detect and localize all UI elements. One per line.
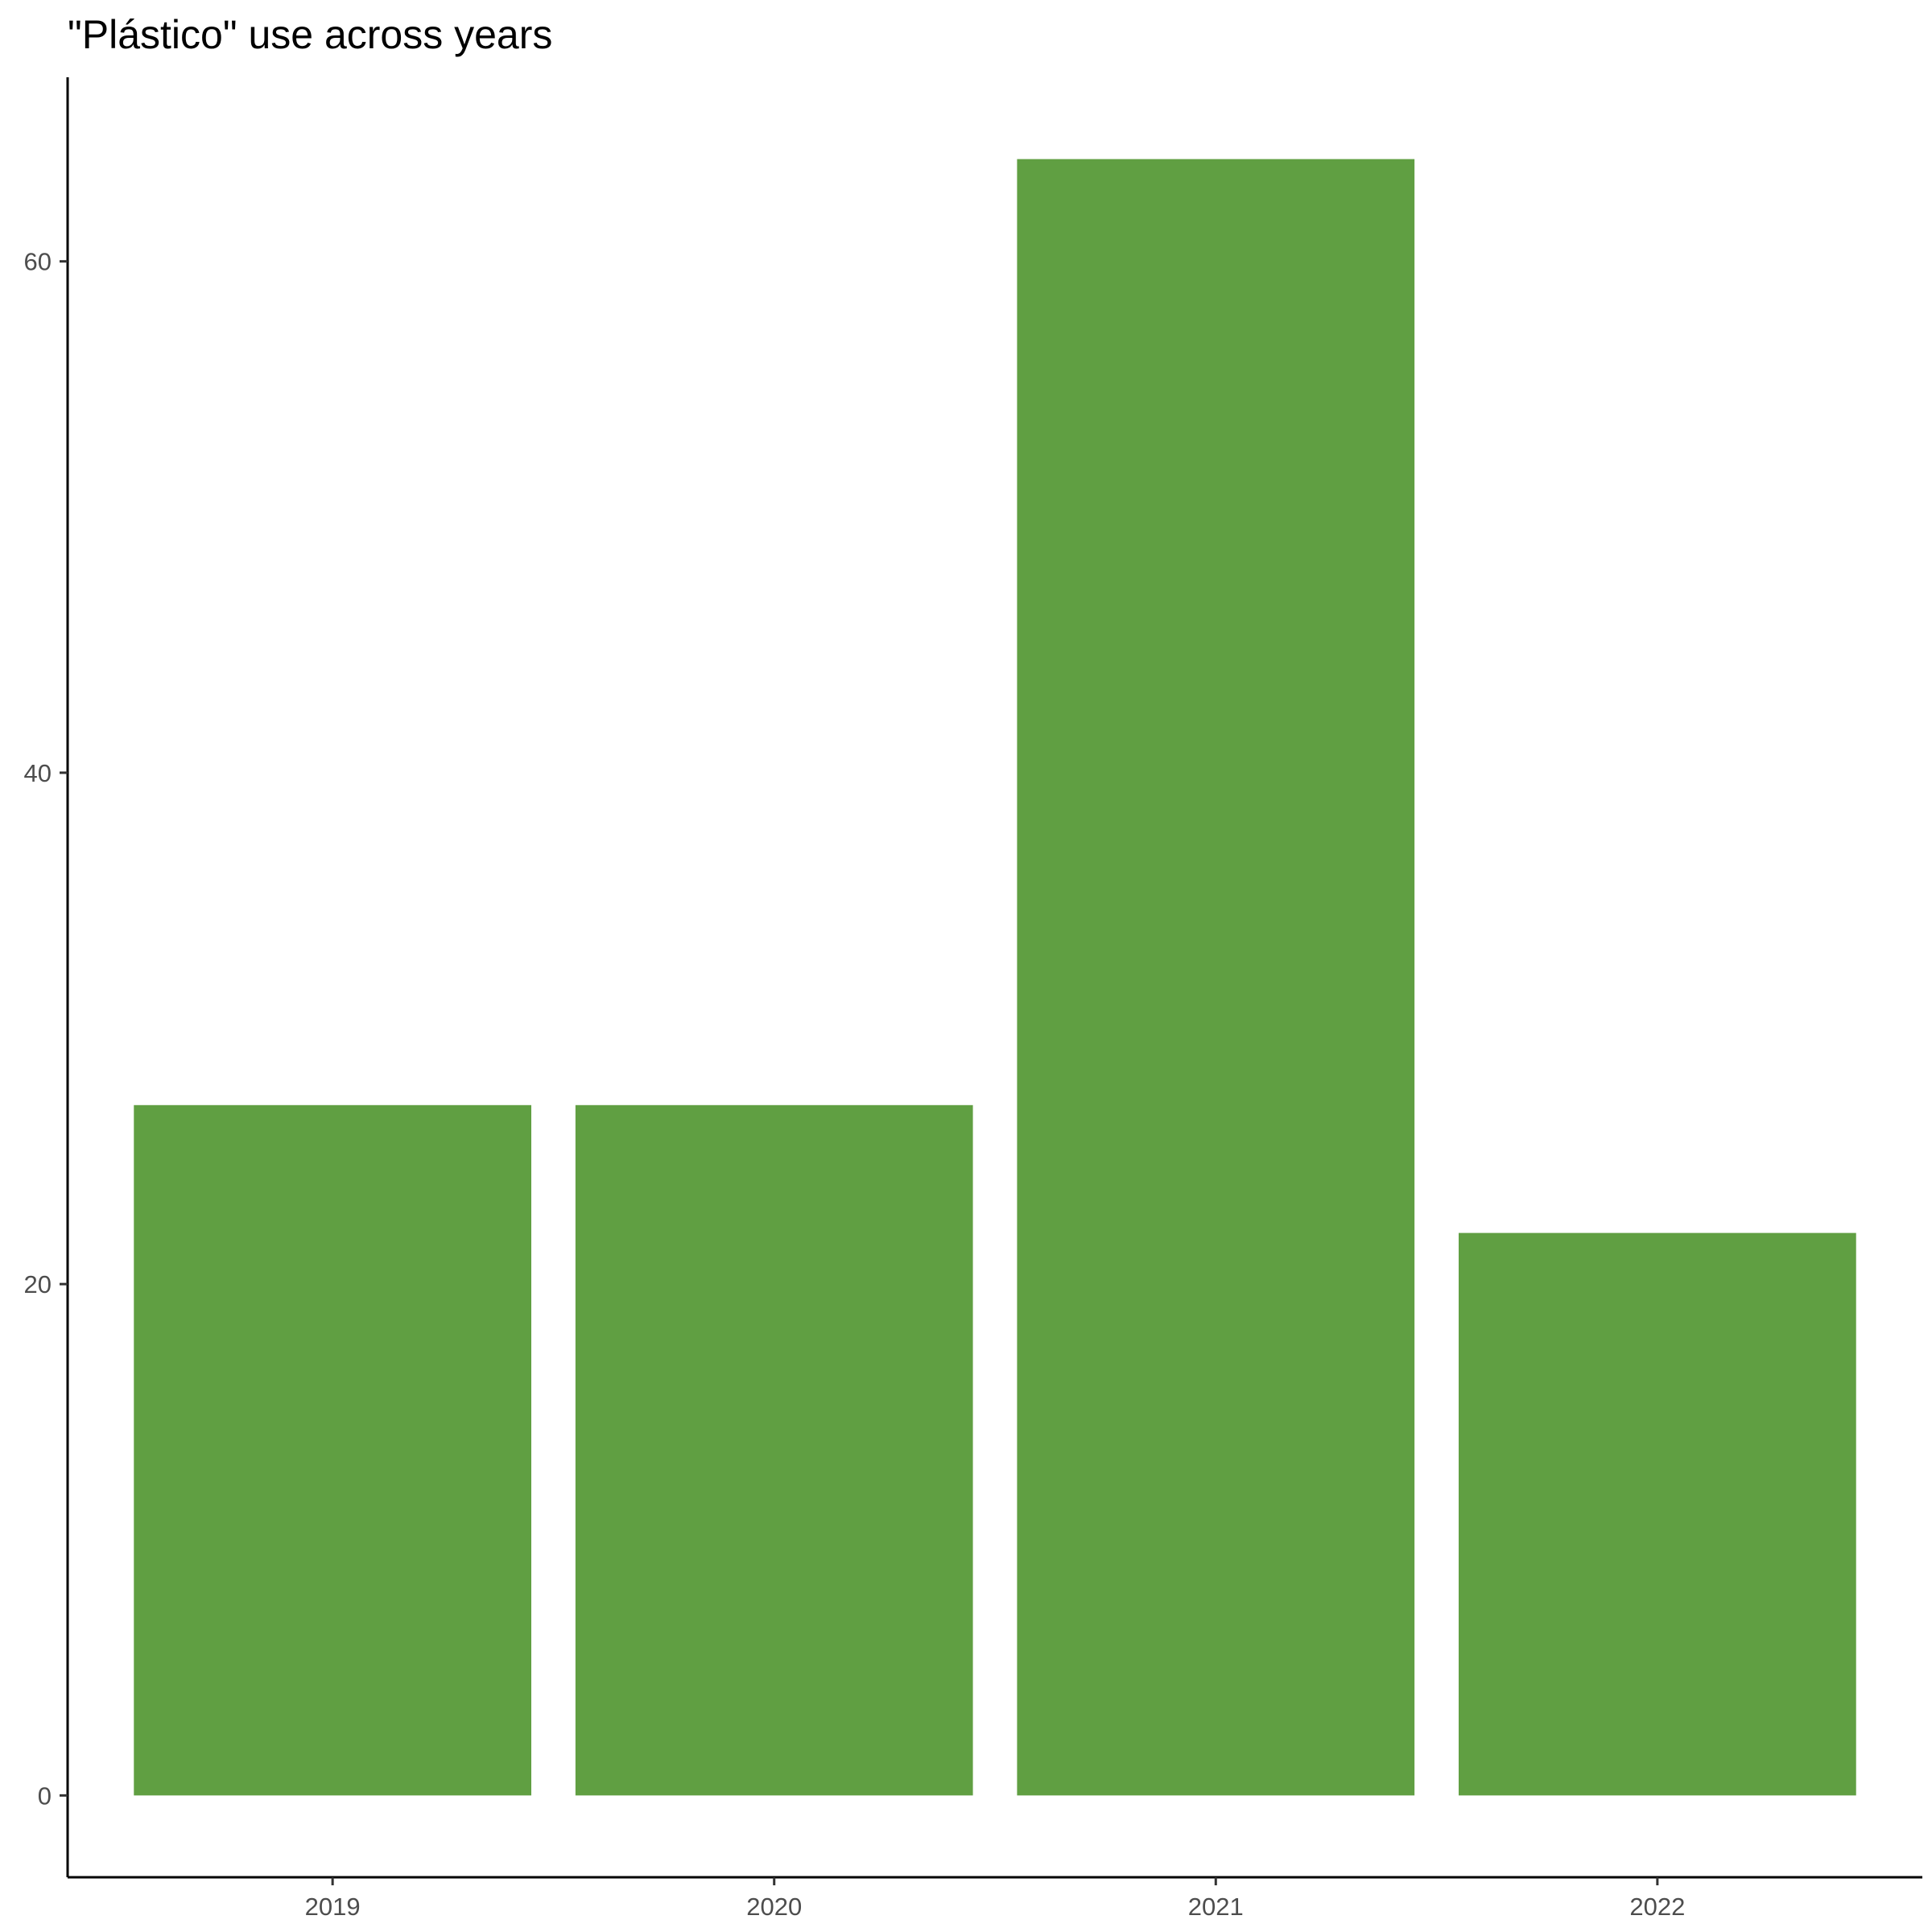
bars-layer xyxy=(134,159,1856,1796)
y-tick-label: 60 xyxy=(24,248,52,276)
x-ticks: 2019 2020 2021 2022 xyxy=(305,1877,1685,1921)
y-tick-label: 40 xyxy=(24,759,52,787)
bar-2021 xyxy=(1017,159,1415,1796)
y-ticks: 0 20 40 60 xyxy=(24,248,68,1810)
y-tick-label: 0 xyxy=(38,1781,52,1810)
chart-title: "Plástico" use across years xyxy=(68,12,553,57)
x-tick-label: 2019 xyxy=(305,1893,361,1921)
y-tick-label: 20 xyxy=(24,1270,52,1298)
bar-2020 xyxy=(575,1104,973,1796)
x-tick-label: 2020 xyxy=(746,1893,802,1921)
axes-layer xyxy=(66,77,1922,1879)
bar-2022 xyxy=(1459,1232,1856,1796)
x-tick-label: 2021 xyxy=(1188,1893,1244,1921)
x-tick-label: 2022 xyxy=(1629,1893,1685,1921)
bar-2019 xyxy=(134,1104,532,1796)
